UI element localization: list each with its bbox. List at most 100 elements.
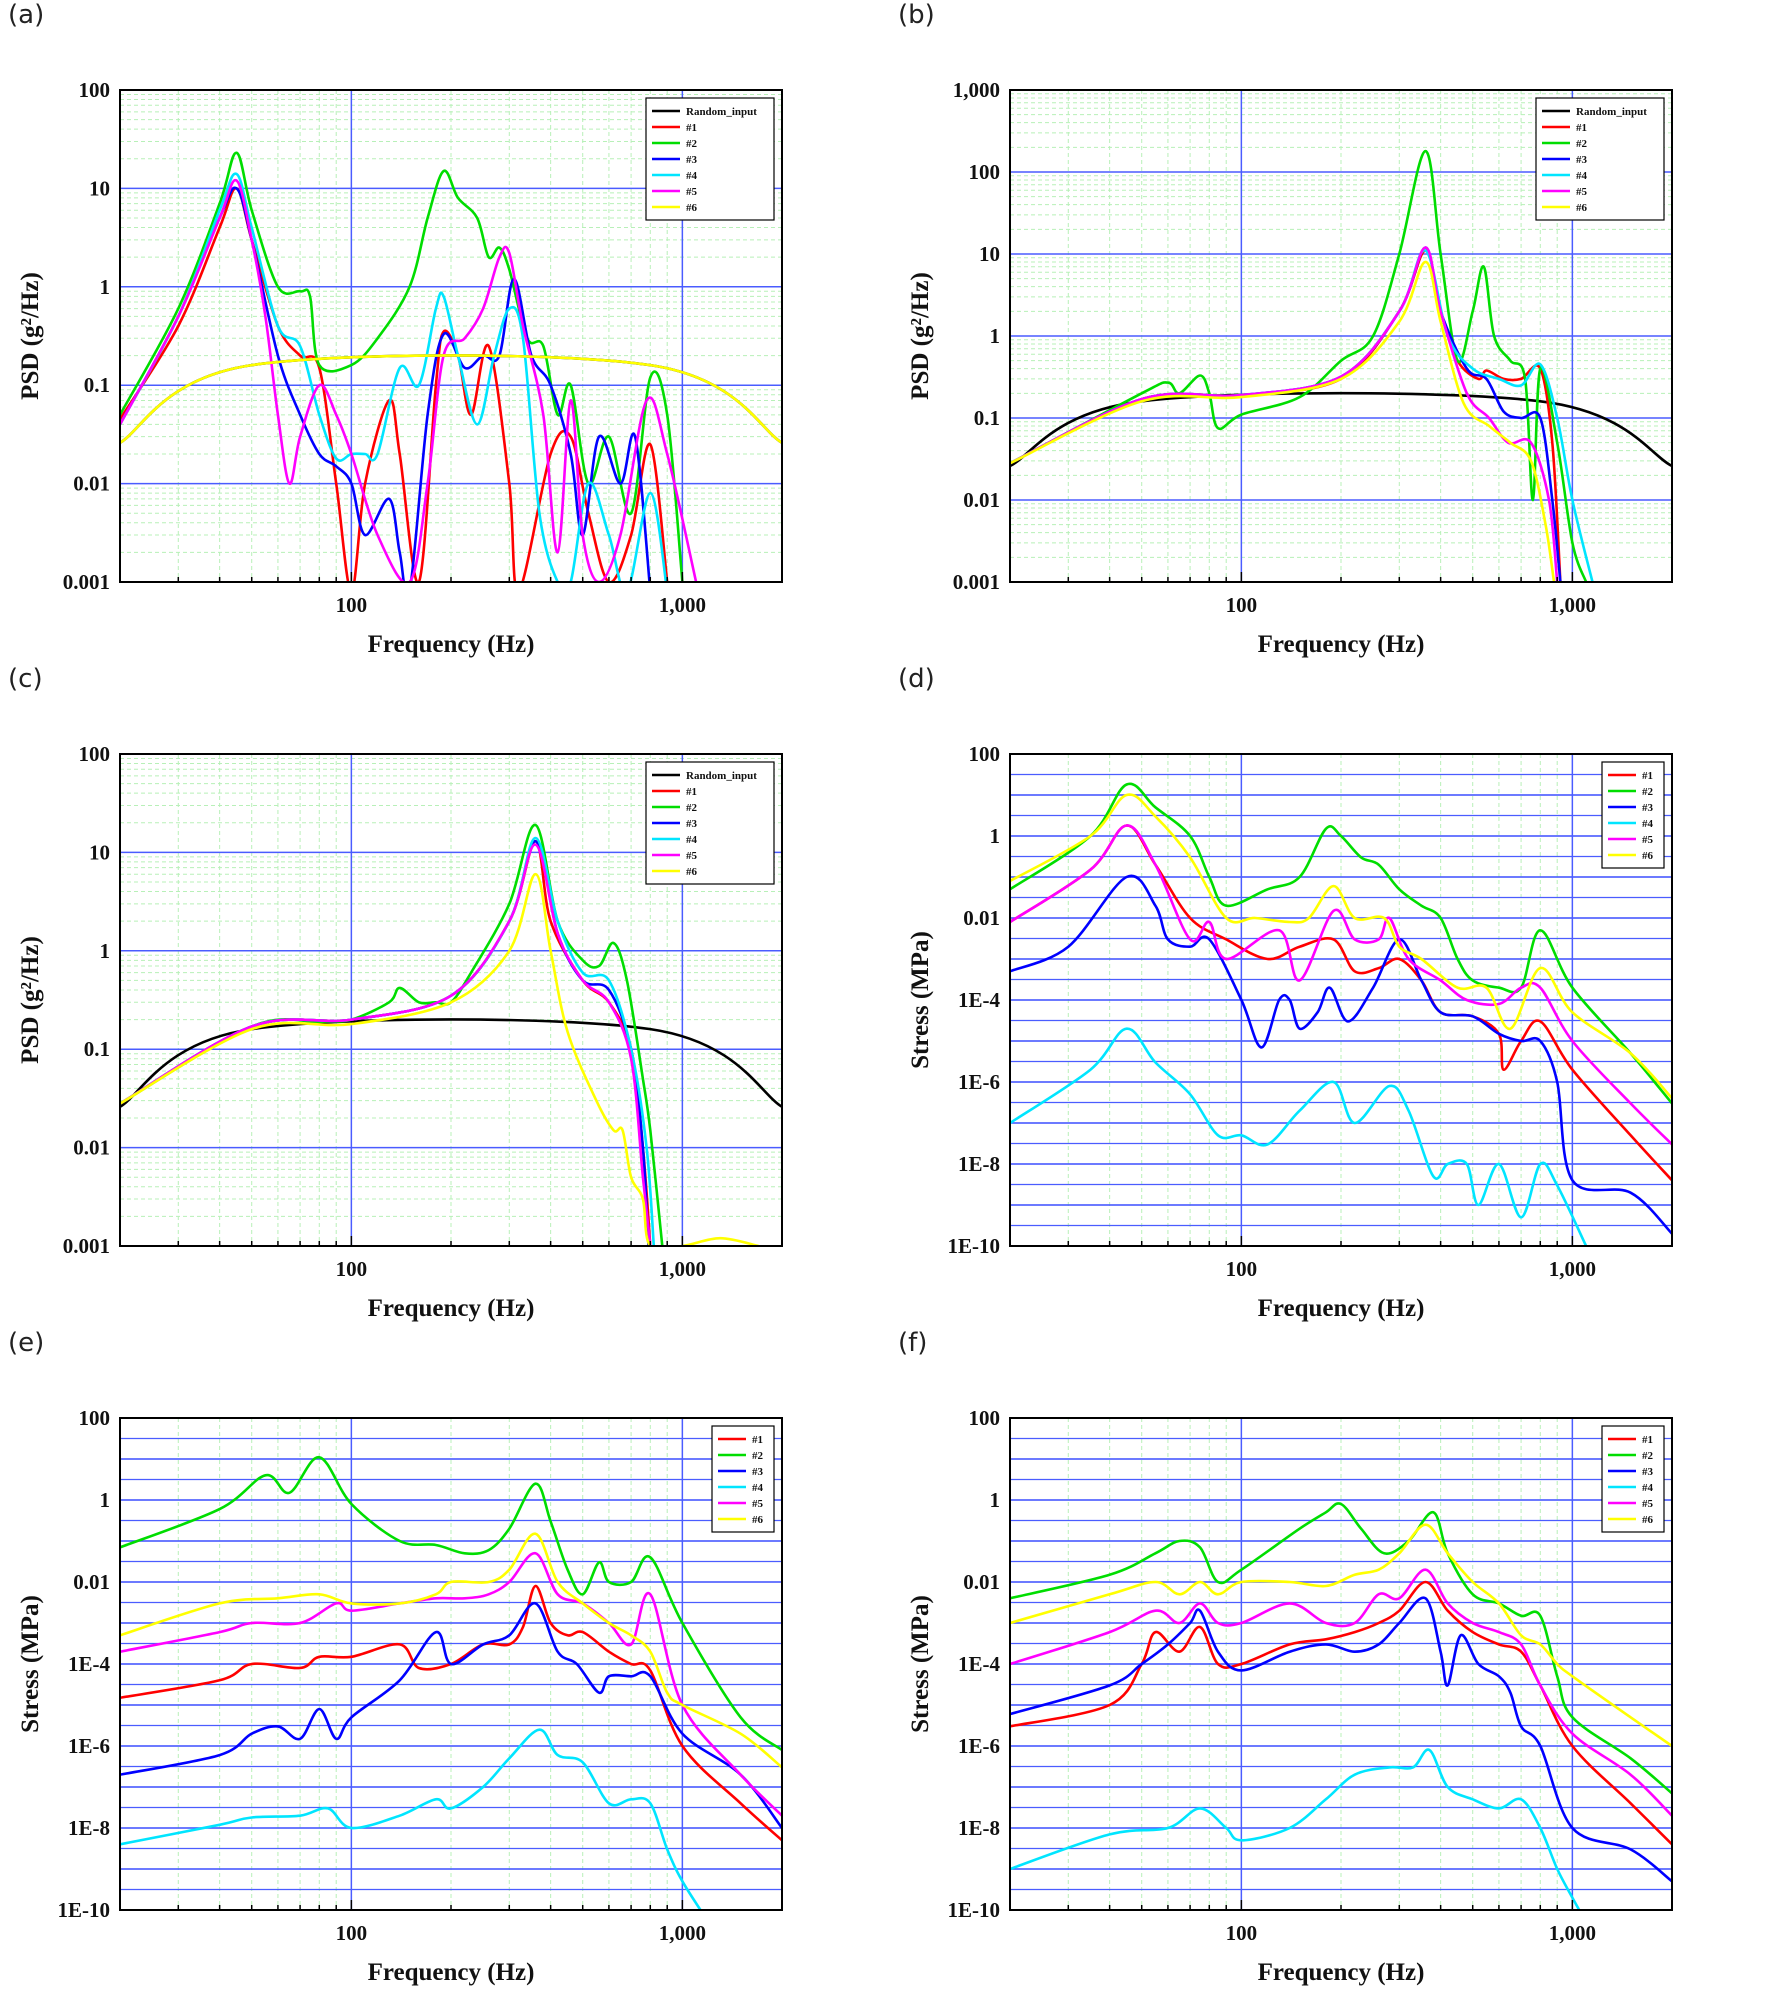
legend-label: #5 [1576,186,1588,198]
y-tick-label: 0.001 [63,570,110,594]
y-tick-label: 1E-10 [58,1898,111,1922]
legend: #1 #2 #3 #4 #5 #6 [1601,761,1665,869]
y-tick-label: 1 [990,324,1001,348]
series-line [120,151,684,582]
x-tick-label: 100 [1226,593,1258,617]
series-line [1010,874,1672,1235]
legend-label: #1 [1576,122,1587,134]
legend-label: #3 [752,1466,764,1478]
legend-label: Random_input [1576,106,1647,118]
y-tick-label: 1,000 [953,78,1000,102]
y-tick-label: 0.1 [84,1037,110,1061]
legend-label: #6 [686,866,698,878]
x-tick-label: 100 [1226,1257,1258,1281]
y-tick-label: 1E-8 [958,1816,1000,1840]
y-tick-label: 1E-6 [68,1734,110,1758]
series-line [1010,793,1672,1100]
chart-svg: 0.001 0.01 0.1 1 10 100 100 1,000 Frequency (Hz)… [17,742,783,1322]
y-tick-label: 0.01 [963,488,1000,512]
x-tick-label: 100 [1226,1921,1258,1945]
y-tick-label: 1E-4 [958,988,1001,1012]
y-tick-label: 1 [100,1488,111,1512]
legend-label: #2 [752,1450,764,1462]
legend-label: #2 [686,802,698,814]
legend-label: #6 [752,1514,764,1526]
series-line [120,872,759,1246]
y-tick-label: 0.01 [73,1136,110,1160]
y-axis-title: Stress (MPa) [907,931,934,1069]
x-tick-label: 1,000 [659,1257,706,1281]
y-tick-label: 0.1 [84,373,110,397]
y-tick-label: 1E-6 [958,1070,1000,1094]
series-line [120,354,782,444]
series-line [1010,246,1559,582]
legend-label: #4 [686,834,698,846]
y-tick-label: 1E-10 [948,1898,1001,1922]
series-line [1010,260,1556,582]
x-tick-label: 100 [336,1257,368,1281]
x-tick-label: 1,000 [659,593,706,617]
chart-panel-e: (e) 1E-10 1E-8 1E-6 1E-4 0.01 1 100 100 1,000 Fre… [0,1328,890,1992]
legend-label: #3 [686,818,698,830]
y-axis-title: PSD (g²/Hz) [907,272,934,400]
y-axis-title: PSD (g²/Hz) [17,272,44,400]
series-line [120,1728,703,1910]
y-axis-title: Stress (MPa) [17,1595,44,1733]
x-tick-label: 100 [336,1921,368,1945]
chart-panel-c: (c) 0.001 0.01 0.1 1 10 100 100 1,000 Frequency … [0,664,890,1328]
y-tick-label: 100 [969,160,1001,184]
y-tick-label: 0.01 [963,906,1000,930]
x-axis-title: Frequency (Hz) [1258,631,1425,658]
y-axis-title: Stress (MPa) [907,1595,934,1733]
y-tick-label: 0.001 [953,570,1000,594]
y-tick-label: 10 [89,840,110,864]
legend-label: #2 [1642,786,1654,798]
y-tick-label: 100 [79,742,111,766]
series-line [1010,1523,1672,1748]
chart-svg: 1E-10 1E-8 1E-6 1E-4 0.01 1 100 100 1,000 Frequen… [907,742,1673,1322]
series-line [120,1456,782,1752]
legend-label: #5 [1642,834,1654,846]
chart-svg: 1E-10 1E-8 1E-6 1E-4 0.01 1 100 100 1,000 Frequen… [907,1406,1673,1986]
x-axis-title: Frequency (Hz) [368,631,535,658]
y-tick-label: 1 [100,939,111,963]
x-tick-label: 1,000 [1549,1921,1596,1945]
legend: Random_input #1 #2 #3 #4 #5 #6 [1535,97,1665,221]
series-line [1010,1596,1672,1883]
legend-label: #5 [752,1498,764,1510]
y-tick-label: 10 [89,176,110,200]
legend: Random_input #1 #2 #3 #4 #5 #6 [645,761,775,885]
legend-label: #4 [686,170,698,182]
legend-label: #2 [1576,138,1588,150]
x-axis-title: Frequency (Hz) [368,1959,535,1986]
y-tick-label: 1E-4 [68,1652,111,1676]
legend-label: #4 [1576,170,1588,182]
x-tick-label: 1,000 [1549,593,1596,617]
y-tick-label: 0.001 [63,1234,110,1258]
series-line [120,843,652,1246]
x-tick-label: 100 [336,593,368,617]
panel-label: (d) [898,664,935,694]
y-tick-label: 0.01 [73,472,110,496]
legend-label: #3 [686,154,698,166]
series-line [120,1018,782,1108]
series-line [1010,782,1672,1105]
series-line [120,172,668,582]
x-tick-label: 1,000 [1549,1257,1596,1281]
series-line [120,1602,782,1829]
y-tick-label: 1 [990,1488,1001,1512]
panel-label: (e) [8,1328,45,1358]
x-axis-title: Frequency (Hz) [1258,1295,1425,1322]
y-tick-label: 0.01 [73,1570,110,1594]
legend: Random_input #1 #2 #3 #4 #5 #6 [645,97,775,221]
legend-label: #3 [1642,1466,1654,1478]
y-tick-label: 1 [990,824,1001,848]
chart-panel-a: (a) 0.001 0.01 0.1 1 10 100 100 1,000 Frequency … [0,0,890,664]
y-tick-label: 10 [979,242,1000,266]
chart-svg: 0.001 0.01 0.1 1 10 100 1,000 100 1,000 Frequency… [907,78,1673,658]
legend-label: #1 [752,1434,763,1446]
y-tick-label: 1E-6 [958,1734,1000,1758]
chart-svg: 1E-10 1E-8 1E-6 1E-4 0.01 1 100 100 1,000 Frequen… [17,1406,783,1986]
legend-label: #5 [1642,1498,1654,1510]
series-line [120,178,698,582]
